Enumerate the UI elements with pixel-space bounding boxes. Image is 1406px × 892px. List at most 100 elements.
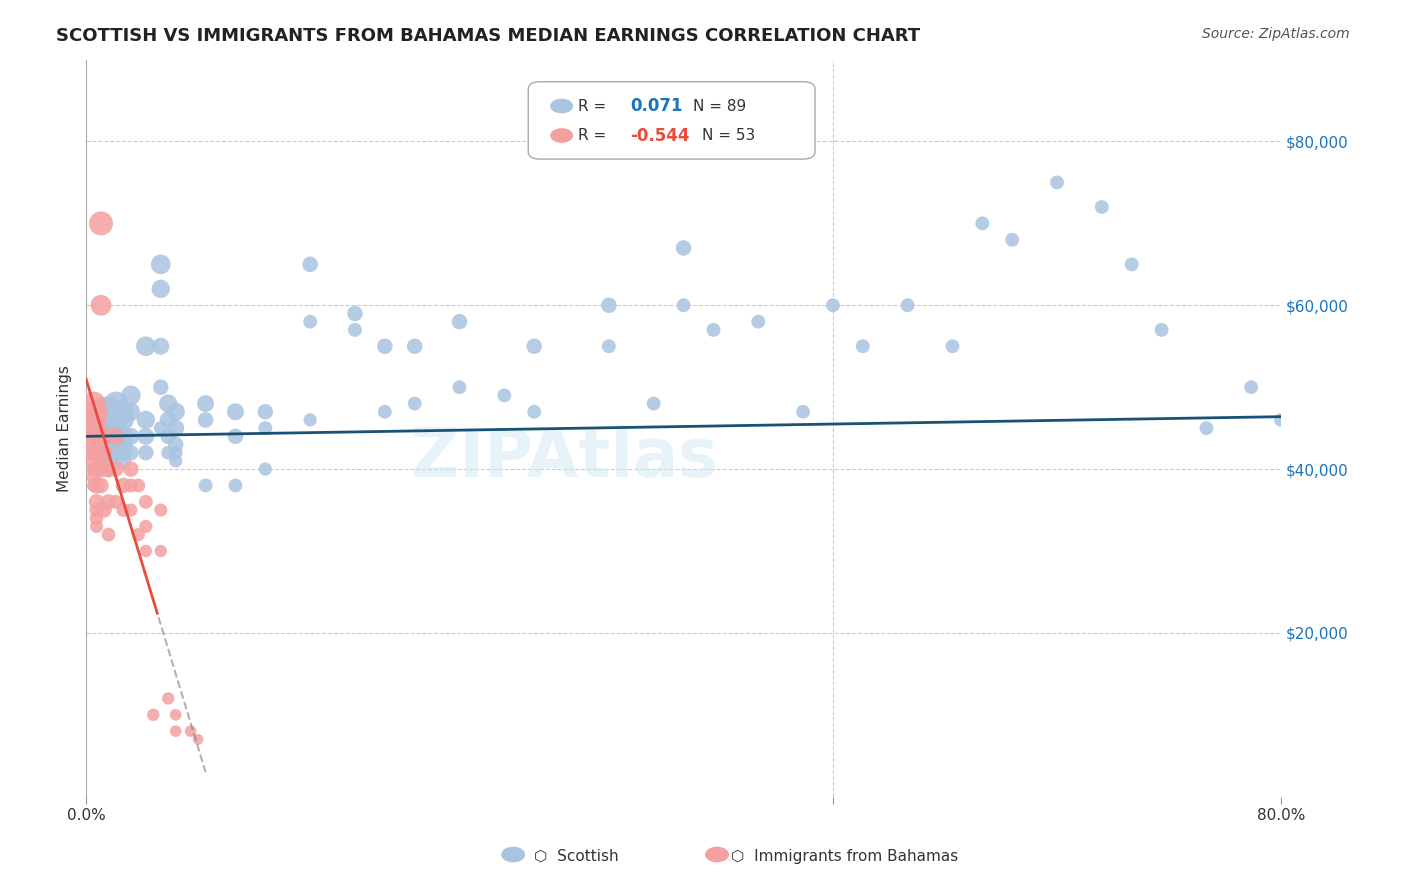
Point xyxy=(404,339,426,353)
Point xyxy=(90,429,112,443)
Point xyxy=(374,339,396,353)
Point xyxy=(83,421,105,435)
Point xyxy=(83,429,105,443)
Point xyxy=(598,298,620,312)
Point xyxy=(83,396,105,410)
Text: ⬡  Immigrants from Bahamas: ⬡ Immigrants from Bahamas xyxy=(731,849,959,863)
Point xyxy=(93,503,115,517)
Text: N = 89: N = 89 xyxy=(693,98,747,113)
Point xyxy=(97,462,120,476)
Point xyxy=(97,405,120,419)
Point xyxy=(135,429,157,443)
Point xyxy=(1240,380,1263,394)
Point xyxy=(83,478,105,492)
Point xyxy=(157,413,180,427)
Point xyxy=(149,544,172,558)
Point xyxy=(1001,233,1024,247)
Point xyxy=(702,323,724,337)
Point xyxy=(120,388,142,402)
Point xyxy=(86,519,108,533)
Circle shape xyxy=(551,128,572,142)
Point xyxy=(157,446,180,460)
Point xyxy=(86,405,108,419)
Point xyxy=(97,462,120,476)
Point xyxy=(523,339,546,353)
Point xyxy=(83,454,105,468)
Point xyxy=(112,437,135,451)
Point xyxy=(165,724,187,739)
Point xyxy=(343,306,366,320)
Point xyxy=(149,503,172,517)
Point xyxy=(90,421,112,435)
Point xyxy=(112,503,135,517)
Point xyxy=(180,724,202,739)
Text: -0.544: -0.544 xyxy=(630,127,689,145)
Point xyxy=(449,380,471,394)
Point xyxy=(149,257,172,271)
Point xyxy=(165,707,187,722)
Point xyxy=(135,519,157,533)
Point xyxy=(97,527,120,541)
Point xyxy=(120,429,142,443)
Point xyxy=(299,315,322,329)
Text: R =: R = xyxy=(578,128,612,143)
Point xyxy=(93,429,115,443)
Text: N = 53: N = 53 xyxy=(702,128,755,143)
Point xyxy=(104,396,127,410)
Point xyxy=(90,216,112,230)
Point xyxy=(165,446,187,460)
Point xyxy=(112,478,135,492)
Point xyxy=(120,446,142,460)
Point xyxy=(135,495,157,509)
Point xyxy=(90,298,112,312)
Point xyxy=(194,396,217,410)
Point xyxy=(792,405,814,419)
Point xyxy=(127,527,149,541)
Point xyxy=(142,707,165,722)
Point xyxy=(90,429,112,443)
Point xyxy=(165,454,187,468)
Point xyxy=(643,396,665,410)
Text: R =: R = xyxy=(578,98,612,113)
Text: ZIPAtlas: ZIPAtlas xyxy=(411,425,717,491)
Point xyxy=(86,413,108,427)
Point xyxy=(1091,200,1114,214)
Point xyxy=(523,405,546,419)
Point xyxy=(821,298,844,312)
Point xyxy=(90,405,112,419)
Point xyxy=(127,478,149,492)
Point xyxy=(157,429,180,443)
Point xyxy=(299,257,322,271)
Point xyxy=(254,462,277,476)
Point xyxy=(86,446,108,460)
Point xyxy=(120,503,142,517)
Point xyxy=(598,339,620,353)
Point xyxy=(104,413,127,427)
Point xyxy=(86,511,108,525)
Point xyxy=(86,429,108,443)
Point xyxy=(93,446,115,460)
Text: 0.071: 0.071 xyxy=(630,97,682,115)
Point xyxy=(97,437,120,451)
Text: Source: ZipAtlas.com: Source: ZipAtlas.com xyxy=(1202,27,1350,41)
Point xyxy=(149,380,172,394)
Point xyxy=(449,315,471,329)
Point xyxy=(165,437,187,451)
Point xyxy=(343,323,366,337)
Point xyxy=(672,298,695,312)
Point xyxy=(86,478,108,492)
Point xyxy=(852,339,875,353)
Point xyxy=(90,462,112,476)
Point xyxy=(112,413,135,427)
Point xyxy=(135,339,157,353)
Point xyxy=(157,396,180,410)
Point xyxy=(165,421,187,435)
Point xyxy=(90,413,112,427)
Point xyxy=(83,470,105,484)
Point xyxy=(1121,257,1143,271)
Point xyxy=(254,405,277,419)
Point xyxy=(672,241,695,255)
Point xyxy=(112,454,135,468)
Point xyxy=(374,405,396,419)
Point xyxy=(104,429,127,443)
